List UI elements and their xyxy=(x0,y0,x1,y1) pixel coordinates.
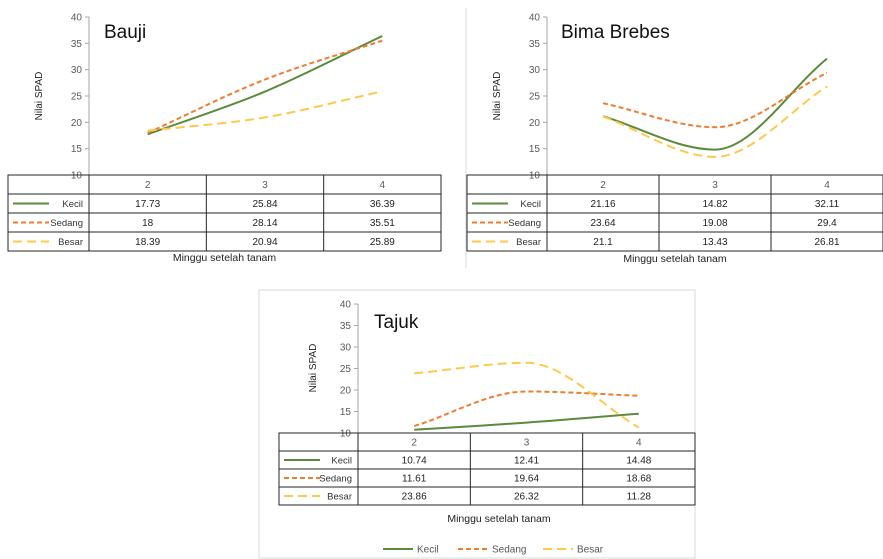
series-line-kecil xyxy=(414,412,639,431)
y-axis-label: Nilai SPAD xyxy=(492,72,503,121)
data-cell-besar: 13.43 xyxy=(702,237,727,248)
series-line-sedang xyxy=(147,39,383,134)
x-category-label: 2 xyxy=(411,438,417,449)
data-cell-sedang: 19.64 xyxy=(514,474,539,485)
data-cell-besar: 26.32 xyxy=(514,492,539,503)
series-line-kecil xyxy=(602,57,828,151)
data-cell-besar: 20.94 xyxy=(252,237,277,248)
data-cell-sedang: 18 xyxy=(142,218,154,229)
data-cell-kecil: 12.41 xyxy=(514,456,539,467)
y-tick-label: 10 xyxy=(71,171,83,182)
y-tick-label: 10 xyxy=(340,429,352,440)
y-tick-label: 15 xyxy=(71,144,83,155)
x-category-label: 3 xyxy=(712,180,718,191)
row-label-kecil: Kecil xyxy=(331,456,352,467)
x-category-label: 4 xyxy=(380,180,386,191)
series-line-sedang xyxy=(602,71,828,129)
series-line-kecil xyxy=(147,35,383,136)
x-category-label: 2 xyxy=(600,180,606,191)
data-cell-sedang: 28.14 xyxy=(252,218,277,229)
y-tick-label: 30 xyxy=(71,65,83,76)
chart-panel-2: 10 15 20 25 30 35 40 Bima Brebes Nilai SPAD 2 3 4 Ke… xyxy=(465,8,883,268)
data-cell-kecil: 10.74 xyxy=(402,456,427,467)
y-tick-label: 25 xyxy=(340,364,352,375)
chart-title: Tajuk xyxy=(374,312,419,333)
data-cell-kecil: 17.73 xyxy=(135,199,160,210)
data-cell-kecil: 21.16 xyxy=(590,199,615,210)
data-cell-sedang: 29.4 xyxy=(817,218,837,229)
series-line-besar xyxy=(147,90,383,132)
data-cell-besar: 18.39 xyxy=(135,237,160,248)
x-category-label: 4 xyxy=(824,180,830,191)
x-category-label: 3 xyxy=(262,180,268,191)
y-tick-label: 35 xyxy=(340,321,352,332)
legend-label-sedang: Sedang xyxy=(492,545,526,556)
x-category-label: 2 xyxy=(145,180,151,191)
y-tick-label: 20 xyxy=(529,118,541,129)
y-tick-label: 35 xyxy=(71,39,83,50)
data-cell-sedang: 35.51 xyxy=(370,218,395,229)
x-axis-label: Minggu setelah tanam xyxy=(447,513,551,525)
y-tick-label: 25 xyxy=(71,92,83,103)
x-axis-label: Minggu setelah tanam xyxy=(623,253,727,265)
y-axis-label: Nilai SPAD xyxy=(308,344,319,393)
legend-label-kecil: Kecil xyxy=(417,545,439,556)
legend-label-besar: Besar xyxy=(577,545,604,556)
chart-title: Bima Brebes xyxy=(561,22,670,43)
x-category-label: 4 xyxy=(636,438,642,449)
x-axis-label: Minggu setelah tanam xyxy=(173,252,277,264)
data-cell-besar: 25.89 xyxy=(370,237,395,248)
data-cell-besar: 23.86 xyxy=(402,492,427,503)
series-line-besar xyxy=(602,85,828,158)
y-tick-label: 40 xyxy=(529,13,541,24)
legend: Kecil Sedang Besar xyxy=(383,545,604,556)
data-cell-kecil: 32.11 xyxy=(815,199,840,210)
data-cell-sedang: 19.08 xyxy=(702,218,727,229)
y-tick-label: 30 xyxy=(340,343,352,354)
row-label-kecil: Kecil xyxy=(520,199,541,210)
series-line-besar xyxy=(414,361,640,429)
y-tick-label: 30 xyxy=(529,65,541,76)
y-tick-label: 40 xyxy=(71,13,83,24)
row-label-sedang: Sedang xyxy=(50,218,83,229)
row-label-besar: Besar xyxy=(327,492,352,503)
row-label-sedang: Sedang xyxy=(319,474,352,485)
data-cell-sedang: 23.64 xyxy=(590,218,615,229)
data-cell-sedang: 11.61 xyxy=(402,474,427,485)
data-cell-besar: 11.28 xyxy=(627,492,652,503)
y-tick-label: 35 xyxy=(529,39,541,50)
chart-frame xyxy=(258,289,696,559)
chart-title: Bauji xyxy=(104,22,146,43)
data-cell-kecil: 14.48 xyxy=(626,456,651,467)
data-cell-kecil: 36.39 xyxy=(370,199,395,210)
x-category-label: 3 xyxy=(524,438,530,449)
series-line-sedang xyxy=(413,390,639,428)
data-cell-besar: 21.1 xyxy=(593,237,613,248)
y-tick-label: 10 xyxy=(529,171,541,182)
data-cell-kecil: 25.84 xyxy=(252,199,277,210)
chart-panel-3: 10 15 20 25 30 35 40 Tajuk Nilai SPAD 2 3 4 Kecil 10.… xyxy=(258,289,696,559)
data-cell-besar: 26.81 xyxy=(814,237,839,248)
row-label-besar: Besar xyxy=(58,237,83,248)
chart-panel-1: 10 15 20 25 30 35 40 Bauji Nilai SPAD 2 3 4 Kecil 17.… xyxy=(7,13,442,264)
data-cell-sedang: 18.68 xyxy=(626,474,651,485)
row-label-sedang: Sedang xyxy=(508,218,541,229)
y-tick-label: 20 xyxy=(71,118,83,129)
row-label-kecil: Kecil xyxy=(62,199,83,210)
y-tick-label: 15 xyxy=(529,144,541,155)
y-tick-label: 15 xyxy=(340,407,352,418)
y-axis-label: Nilai SPAD xyxy=(34,72,45,121)
data-cell-kecil: 14.82 xyxy=(702,199,727,210)
row-label-besar: Besar xyxy=(516,237,541,248)
y-tick-label: 20 xyxy=(340,386,352,397)
y-tick-label: 25 xyxy=(529,92,541,103)
y-tick-label: 40 xyxy=(340,300,352,311)
